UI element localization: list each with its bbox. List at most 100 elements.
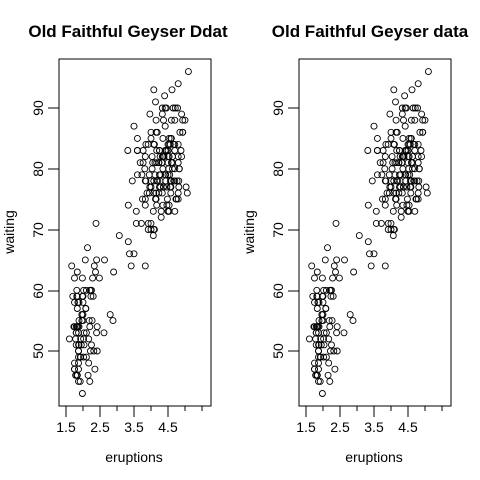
scatter-point — [128, 177, 136, 185]
scatter-point — [174, 140, 182, 148]
scatter-point — [400, 183, 407, 191]
scatter-point — [101, 256, 108, 264]
scatter-point — [176, 128, 184, 136]
scatter-point — [311, 274, 318, 282]
x-axis: 1.5 2.5 3.5 4.5 eruptions — [56, 406, 203, 465]
scatter-point — [313, 371, 321, 379]
scatter-point — [91, 365, 99, 373]
scatter-point — [73, 286, 81, 294]
scatter-point — [127, 262, 135, 270]
scatter-point — [407, 116, 415, 124]
scatter-point — [389, 207, 397, 215]
scatter-point — [411, 116, 419, 124]
scatter-point — [159, 201, 167, 209]
scatter-point — [413, 177, 421, 185]
scatter-point — [124, 147, 132, 154]
scatter-point — [393, 201, 401, 209]
scatter-point — [415, 183, 423, 191]
scatter-point — [407, 159, 415, 167]
scatter-point — [150, 86, 158, 94]
scatter-point — [100, 329, 108, 337]
scatter-point — [397, 183, 405, 191]
scatter-point — [409, 104, 417, 112]
scatter-point — [79, 298, 87, 306]
scatter-point — [71, 359, 78, 367]
scatter-point — [152, 98, 159, 106]
scatter-point — [329, 274, 337, 282]
scatter-point — [170, 177, 178, 185]
scatter-point — [379, 195, 386, 203]
scatter-point — [73, 305, 81, 312]
scatter-point — [328, 341, 335, 349]
chart-title: Old Faithful Geyser data — [272, 22, 469, 41]
scatter-point — [308, 262, 316, 270]
scatter-point — [320, 341, 328, 349]
scatter-point — [395, 189, 403, 197]
scatter-point — [90, 347, 98, 355]
scatter-point — [398, 110, 406, 118]
scatter-point — [378, 171, 386, 179]
scatter-point — [132, 207, 140, 215]
scatter-point — [145, 171, 153, 179]
scatter-point — [325, 359, 333, 367]
scatter-point — [109, 317, 117, 325]
scatter-point — [377, 219, 385, 227]
scatter-point — [88, 317, 96, 325]
scatter-point — [368, 177, 376, 185]
scatter-point — [159, 134, 167, 142]
scatter-point — [90, 262, 98, 270]
scatter-point — [414, 104, 422, 112]
scatter-point — [392, 98, 399, 106]
scatter-points — [65, 68, 192, 397]
scatter-point — [156, 147, 163, 154]
scatter-point — [387, 134, 395, 142]
scatter-point — [373, 171, 381, 179]
scatter-point — [405, 140, 413, 148]
scatter-point — [379, 147, 387, 154]
scatter-point — [148, 165, 156, 173]
scatter-point — [85, 359, 93, 367]
scatter-point — [160, 183, 167, 191]
y-tick-label: 70 — [30, 222, 46, 238]
scatter-point — [77, 335, 85, 343]
scatter-point — [150, 226, 158, 233]
scatter-point — [414, 189, 422, 197]
scatter-point — [381, 165, 389, 173]
scatter-point — [381, 262, 389, 270]
scatter-point — [136, 159, 144, 167]
y-axis: 50 60 70 80 90 waiting — [241, 100, 299, 359]
scatter-point — [80, 353, 88, 361]
scatter-point — [418, 110, 426, 118]
y-tick-label: 50 — [30, 343, 46, 359]
scatter-point — [331, 365, 339, 373]
scatter-point — [149, 232, 157, 240]
scatter-point — [158, 110, 166, 118]
scatter-point — [372, 207, 380, 215]
scatter-point — [141, 262, 149, 270]
scatter-point — [305, 335, 313, 343]
scatter-point — [86, 377, 94, 385]
scatter-point — [147, 226, 155, 233]
y-tick-label: 70 — [270, 222, 286, 238]
scatter-point — [318, 390, 326, 397]
scatter-point — [392, 116, 400, 124]
scatter-point — [321, 256, 329, 264]
scatter-point — [133, 134, 141, 142]
scatter-point — [341, 256, 348, 264]
scatter-point — [92, 219, 100, 227]
scatter-point — [402, 177, 410, 185]
scatter-point — [171, 104, 179, 112]
scatter-point — [388, 153, 396, 161]
scatter-point — [411, 207, 419, 215]
scatter-point — [71, 298, 78, 306]
scatter-point — [366, 250, 373, 258]
scatter-point — [393, 128, 401, 136]
scatter-point — [149, 207, 157, 215]
scatter-point — [175, 183, 183, 191]
scatter-point — [152, 116, 160, 124]
y-axis: 50 60 70 80 90 waiting — [1, 100, 59, 359]
scatter-point — [332, 219, 340, 227]
scatter-point — [157, 171, 165, 179]
y-tick-label: 50 — [270, 343, 286, 359]
scatter-point — [333, 323, 341, 331]
